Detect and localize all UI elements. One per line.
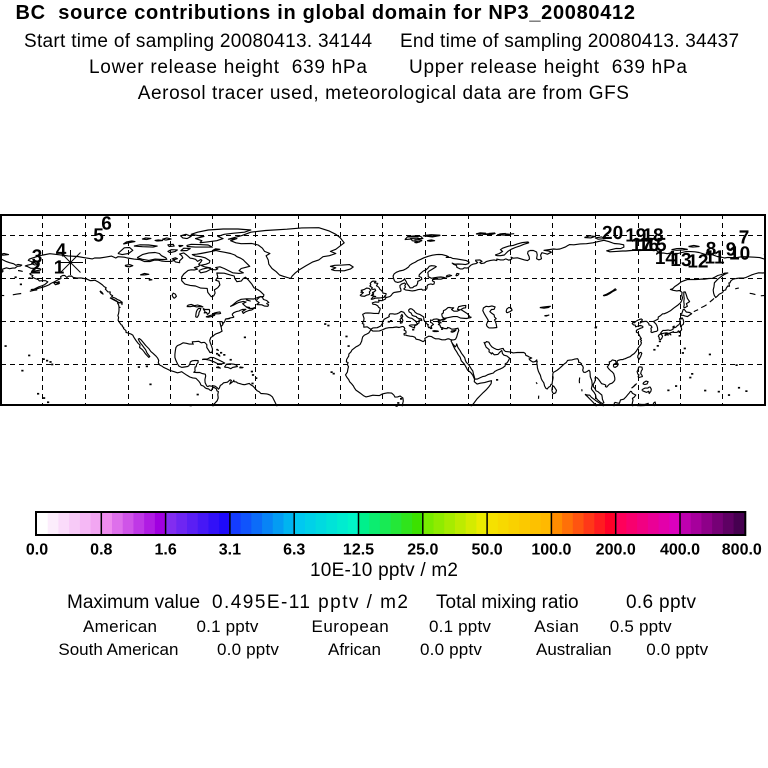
svg-text:0.0: 0.0 [26, 542, 48, 559]
svg-text:3: 3 [32, 247, 43, 268]
svg-text:0.8: 0.8 [90, 542, 112, 559]
svg-text:200.0: 200.0 [596, 542, 636, 559]
svg-text:4: 4 [56, 241, 67, 262]
svg-text:11: 11 [704, 247, 725, 268]
svg-text:14: 14 [655, 248, 677, 269]
svg-text:15: 15 [645, 235, 667, 256]
svg-text:17: 17 [631, 235, 652, 256]
svg-text:25.0: 25.0 [407, 542, 438, 559]
svg-text:100.0: 100.0 [531, 542, 571, 559]
svg-text:1.6: 1.6 [154, 542, 176, 559]
svg-text:6.3: 6.3 [283, 542, 305, 559]
svg-text:10: 10 [729, 243, 750, 264]
svg-text:13: 13 [670, 250, 691, 271]
svg-text:800.0: 800.0 [722, 542, 762, 559]
svg-text:8: 8 [706, 239, 717, 260]
svg-text:1: 1 [54, 258, 65, 279]
svg-text:7: 7 [739, 228, 750, 249]
svg-text:16: 16 [638, 235, 659, 256]
svg-text:400.0: 400.0 [660, 542, 700, 559]
svg-text:20: 20 [602, 223, 623, 244]
svg-text:5: 5 [93, 226, 104, 247]
svg-text:2: 2 [30, 258, 41, 279]
svg-text:3.1: 3.1 [219, 542, 241, 559]
svg-text:6: 6 [101, 214, 112, 235]
svg-text:12.5: 12.5 [343, 542, 374, 559]
svg-text:9: 9 [726, 240, 737, 261]
svg-text:12: 12 [687, 251, 708, 272]
svg-text:18: 18 [642, 226, 663, 247]
svg-text:50.0: 50.0 [472, 542, 503, 559]
svg-text:19: 19 [625, 225, 646, 246]
